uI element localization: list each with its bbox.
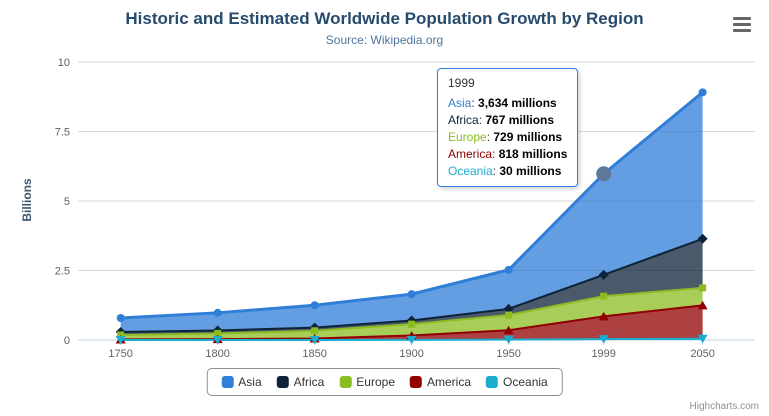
y-axis-title: Billions bbox=[20, 178, 34, 222]
x-axis-label: 1900 bbox=[399, 348, 423, 360]
y-axis-label: 10 bbox=[58, 57, 70, 69]
area-series-africa[interactable] bbox=[120, 238, 703, 335]
point-marker-oceania[interactable] bbox=[406, 335, 417, 345]
x-axis-label: 2050 bbox=[690, 348, 714, 360]
legend-label: Africa bbox=[293, 375, 325, 389]
legend-item-africa[interactable]: Africa bbox=[276, 375, 325, 389]
x-axis-label: 1800 bbox=[205, 348, 229, 360]
point-marker-africa[interactable] bbox=[598, 269, 609, 280]
point-marker-europe[interactable] bbox=[311, 327, 319, 335]
hamburger-icon bbox=[733, 22, 751, 26]
point-marker-africa[interactable] bbox=[697, 233, 708, 244]
legend-label: Europe bbox=[356, 375, 396, 389]
hovered-point-marker[interactable] bbox=[596, 166, 612, 182]
legend-symbol-asia bbox=[221, 376, 234, 388]
area-series-asia[interactable] bbox=[120, 92, 703, 332]
legend-symbol-europe bbox=[339, 376, 352, 388]
point-marker-oceania[interactable] bbox=[697, 334, 708, 344]
point-marker-asia[interactable] bbox=[310, 301, 319, 310]
legend-item-oceania[interactable]: Oceania bbox=[486, 375, 548, 389]
point-marker-oceania[interactable] bbox=[212, 335, 223, 345]
export-menu-button[interactable] bbox=[729, 12, 757, 36]
area-series-america[interactable] bbox=[120, 305, 703, 340]
legend-label: America bbox=[427, 375, 472, 389]
chart-subtitle: Source: Wikipedia.org bbox=[325, 33, 444, 47]
point-marker-oceania[interactable] bbox=[503, 335, 514, 345]
y-axis-label: 2.5 bbox=[55, 266, 70, 278]
x-axis-label: 1999 bbox=[591, 348, 615, 360]
chart-title: Historic and Estimated Worldwide Populat… bbox=[125, 9, 644, 28]
point-marker-europe[interactable] bbox=[600, 292, 608, 300]
legend-item-america[interactable]: America bbox=[410, 375, 471, 389]
point-marker-america[interactable] bbox=[697, 300, 708, 310]
y-axis-label: 7.5 bbox=[55, 127, 70, 139]
point-marker-europe[interactable] bbox=[408, 320, 416, 328]
y-axis-label: 0 bbox=[64, 335, 70, 347]
legend-symbol-oceania bbox=[486, 376, 499, 388]
point-marker-europe[interactable] bbox=[214, 329, 222, 337]
x-axis-label: 1750 bbox=[108, 348, 132, 360]
hamburger-icon bbox=[733, 16, 751, 20]
point-marker-europe[interactable] bbox=[699, 284, 707, 292]
point-marker-africa[interactable] bbox=[503, 303, 514, 314]
point-marker-oceania[interactable] bbox=[115, 335, 126, 345]
legend-symbol-africa bbox=[276, 376, 289, 388]
point-marker-europe[interactable] bbox=[117, 331, 125, 339]
hamburger-icon bbox=[733, 28, 751, 32]
point-marker-asia[interactable] bbox=[407, 290, 416, 299]
y-axis-label: 5 bbox=[64, 196, 70, 208]
x-axis-label: 1850 bbox=[302, 348, 326, 360]
legend-label: Asia bbox=[238, 375, 262, 389]
point-marker-asia[interactable] bbox=[698, 88, 707, 97]
legend-item-asia[interactable]: Asia bbox=[221, 375, 262, 389]
point-marker-asia[interactable] bbox=[504, 265, 513, 274]
legend-symbol-america bbox=[410, 376, 423, 388]
legend: Asia Africa Europe America Oceania bbox=[206, 368, 563, 396]
point-marker-oceania[interactable] bbox=[598, 335, 609, 344]
legend-item-europe[interactable]: Europe bbox=[339, 375, 395, 389]
point-marker-europe[interactable] bbox=[505, 311, 513, 319]
x-axis-label: 1950 bbox=[496, 348, 520, 360]
point-marker-america[interactable] bbox=[598, 311, 609, 321]
point-marker-asia[interactable] bbox=[213, 308, 222, 317]
legend-label: Oceania bbox=[503, 375, 548, 389]
point-marker-asia[interactable] bbox=[116, 314, 125, 323]
credits-link[interactable]: Highcharts.com bbox=[689, 401, 759, 412]
point-marker-oceania[interactable] bbox=[309, 335, 320, 345]
point-marker-america[interactable] bbox=[503, 325, 514, 335]
